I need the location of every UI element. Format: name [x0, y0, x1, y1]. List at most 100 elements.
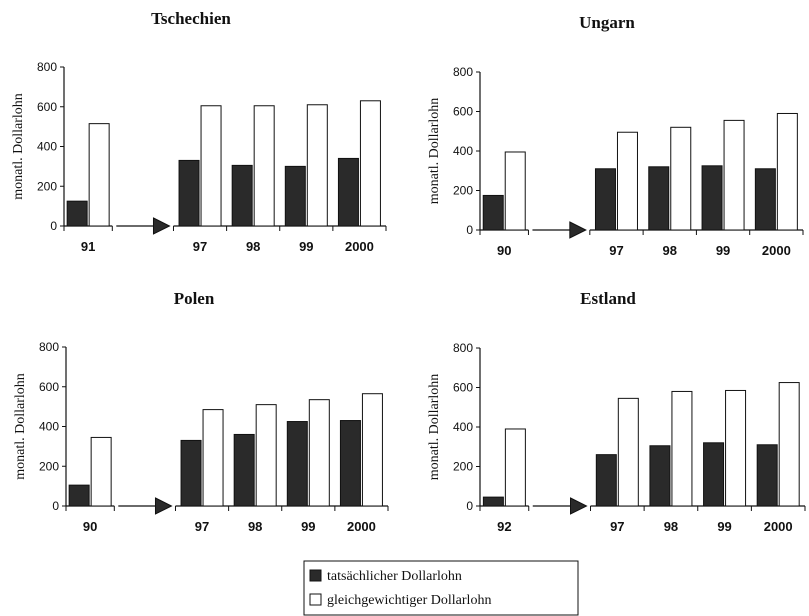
- x-tick-label: 98: [248, 519, 262, 534]
- bar-equilibrium: [359, 100, 381, 227]
- y-tick-label: 400: [453, 420, 473, 434]
- bar-actual: [482, 496, 504, 507]
- x-tick-label: 99: [716, 243, 730, 258]
- x-tick-label: 99: [299, 239, 313, 254]
- x-tick-label: 92: [497, 519, 511, 534]
- x-tick-label: 97: [610, 519, 624, 534]
- y-tick-label: 400: [453, 144, 473, 158]
- bar-actual: [180, 439, 202, 507]
- y-tick-label: 600: [39, 380, 59, 394]
- bar-actual: [233, 433, 255, 507]
- x-tick-label: 98: [664, 519, 678, 534]
- gap-arrow-head: [152, 217, 171, 235]
- bar-equilibrium: [308, 399, 330, 507]
- bar-actual: [595, 454, 617, 507]
- chart-panel: Tschechien monatl. Dollarlohn 0 200 400 600 80…: [11, 9, 387, 254]
- legend-swatch-actual: [309, 569, 322, 582]
- y-tick-label: 200: [37, 179, 57, 193]
- bar-equilibrium: [200, 105, 222, 227]
- legend-frame: [303, 560, 579, 616]
- x-tick-label: 2000: [764, 519, 793, 534]
- chart-title: Estland: [580, 289, 636, 308]
- x-tick-label: 97: [193, 239, 207, 254]
- bar-actual: [648, 166, 670, 231]
- chart-title: Tschechien: [151, 9, 231, 28]
- bar-equilibrium: [671, 390, 693, 507]
- bar-actual: [68, 484, 90, 507]
- y-tick-label: 0: [466, 223, 473, 237]
- x-tick-label: 2000: [762, 243, 791, 258]
- y-tick-label: 800: [37, 60, 57, 74]
- y-tick-label: 200: [453, 460, 473, 474]
- chart-panel: Polen monatl. Dollarlohn 0 200 400 600 800 90 97…: [13, 289, 389, 534]
- x-tick-label: 99: [717, 519, 731, 534]
- bar-actual: [337, 157, 359, 227]
- gap-arrow-head: [569, 221, 587, 239]
- bar-equilibrium: [617, 397, 639, 507]
- bar-equilibrium: [778, 382, 800, 507]
- bar-equilibrium: [670, 126, 692, 231]
- legend-swatch-equilibrium: [309, 593, 322, 606]
- y-tick-label: 400: [37, 140, 57, 154]
- bar-actual: [594, 168, 616, 231]
- y-tick-label: 600: [37, 100, 57, 114]
- bar-actual: [754, 168, 776, 231]
- y-axis-label: monatl. Dollarlohn: [427, 98, 442, 205]
- y-tick-label: 0: [52, 499, 59, 513]
- x-tick-label: 2000: [347, 519, 376, 534]
- bar-equilibrium: [504, 151, 526, 231]
- x-tick-label: 91: [81, 239, 95, 254]
- y-tick-label: 400: [39, 420, 59, 434]
- bar-equilibrium: [88, 123, 110, 227]
- bar-equilibrium: [306, 104, 328, 227]
- x-tick-label: 97: [609, 243, 623, 258]
- y-axis-label: monatl. Dollarlohn: [11, 93, 26, 200]
- chart-title: Ungarn: [579, 13, 635, 32]
- bar-equilibrium: [202, 409, 224, 507]
- bar-actual: [649, 445, 671, 507]
- x-tick-label: 98: [246, 239, 260, 254]
- bar-equilibrium: [776, 112, 798, 231]
- y-tick-label: 800: [453, 65, 473, 79]
- x-tick-label: 2000: [345, 239, 374, 254]
- bar-equilibrium: [255, 404, 277, 507]
- y-tick-label: 0: [50, 219, 57, 233]
- y-tick-label: 200: [453, 184, 473, 198]
- bar-actual: [482, 194, 504, 231]
- gap-arrow-head: [570, 497, 588, 515]
- y-tick-label: 200: [39, 459, 59, 473]
- bar-actual: [703, 442, 725, 507]
- y-axis-label: monatl. Dollarlohn: [13, 373, 28, 480]
- bar-equilibrium: [361, 393, 383, 507]
- x-tick-label: 90: [83, 519, 97, 534]
- legend-label-actual: tatsächlicher Dollarlohn: [327, 569, 462, 584]
- legend: tatsächlicher Dollarlohn gleichgewichtig…: [303, 560, 579, 616]
- bar-actual: [66, 200, 88, 227]
- bar-actual: [701, 165, 723, 231]
- bar-equilibrium: [616, 131, 638, 231]
- bar-equilibrium: [504, 428, 526, 507]
- bar-actual: [339, 420, 361, 507]
- bar-equilibrium: [723, 119, 745, 231]
- y-tick-label: 800: [39, 340, 59, 354]
- chart-panels: Tschechien monatl. Dollarlohn 0 200 400 600 80…: [11, 9, 806, 534]
- chart-panel: Estland monatl. Dollarlohn 0 200 400 600 800 92…: [427, 289, 806, 534]
- x-tick-label: 99: [301, 519, 315, 534]
- y-axis-label: monatl. Dollarlohn: [427, 374, 442, 481]
- bar-actual: [178, 159, 200, 227]
- bar-actual: [231, 164, 253, 227]
- x-tick-label: 98: [663, 243, 677, 258]
- legend-label-equilibrium: gleichgewichtiger Dollarlohn: [327, 593, 491, 608]
- bar-actual: [286, 421, 308, 507]
- chart-panel: Ungarn monatl. Dollarlohn 0 200 400 600 800 90 9…: [427, 13, 804, 258]
- y-tick-label: 0: [466, 499, 473, 513]
- y-tick-label: 800: [453, 341, 473, 355]
- bar-actual: [284, 165, 306, 227]
- y-tick-label: 600: [453, 381, 473, 395]
- y-tick-label: 600: [453, 105, 473, 119]
- bar-equilibrium: [725, 389, 747, 507]
- bar-actual: [756, 444, 778, 507]
- bar-equilibrium: [253, 105, 275, 227]
- x-tick-label: 97: [195, 519, 209, 534]
